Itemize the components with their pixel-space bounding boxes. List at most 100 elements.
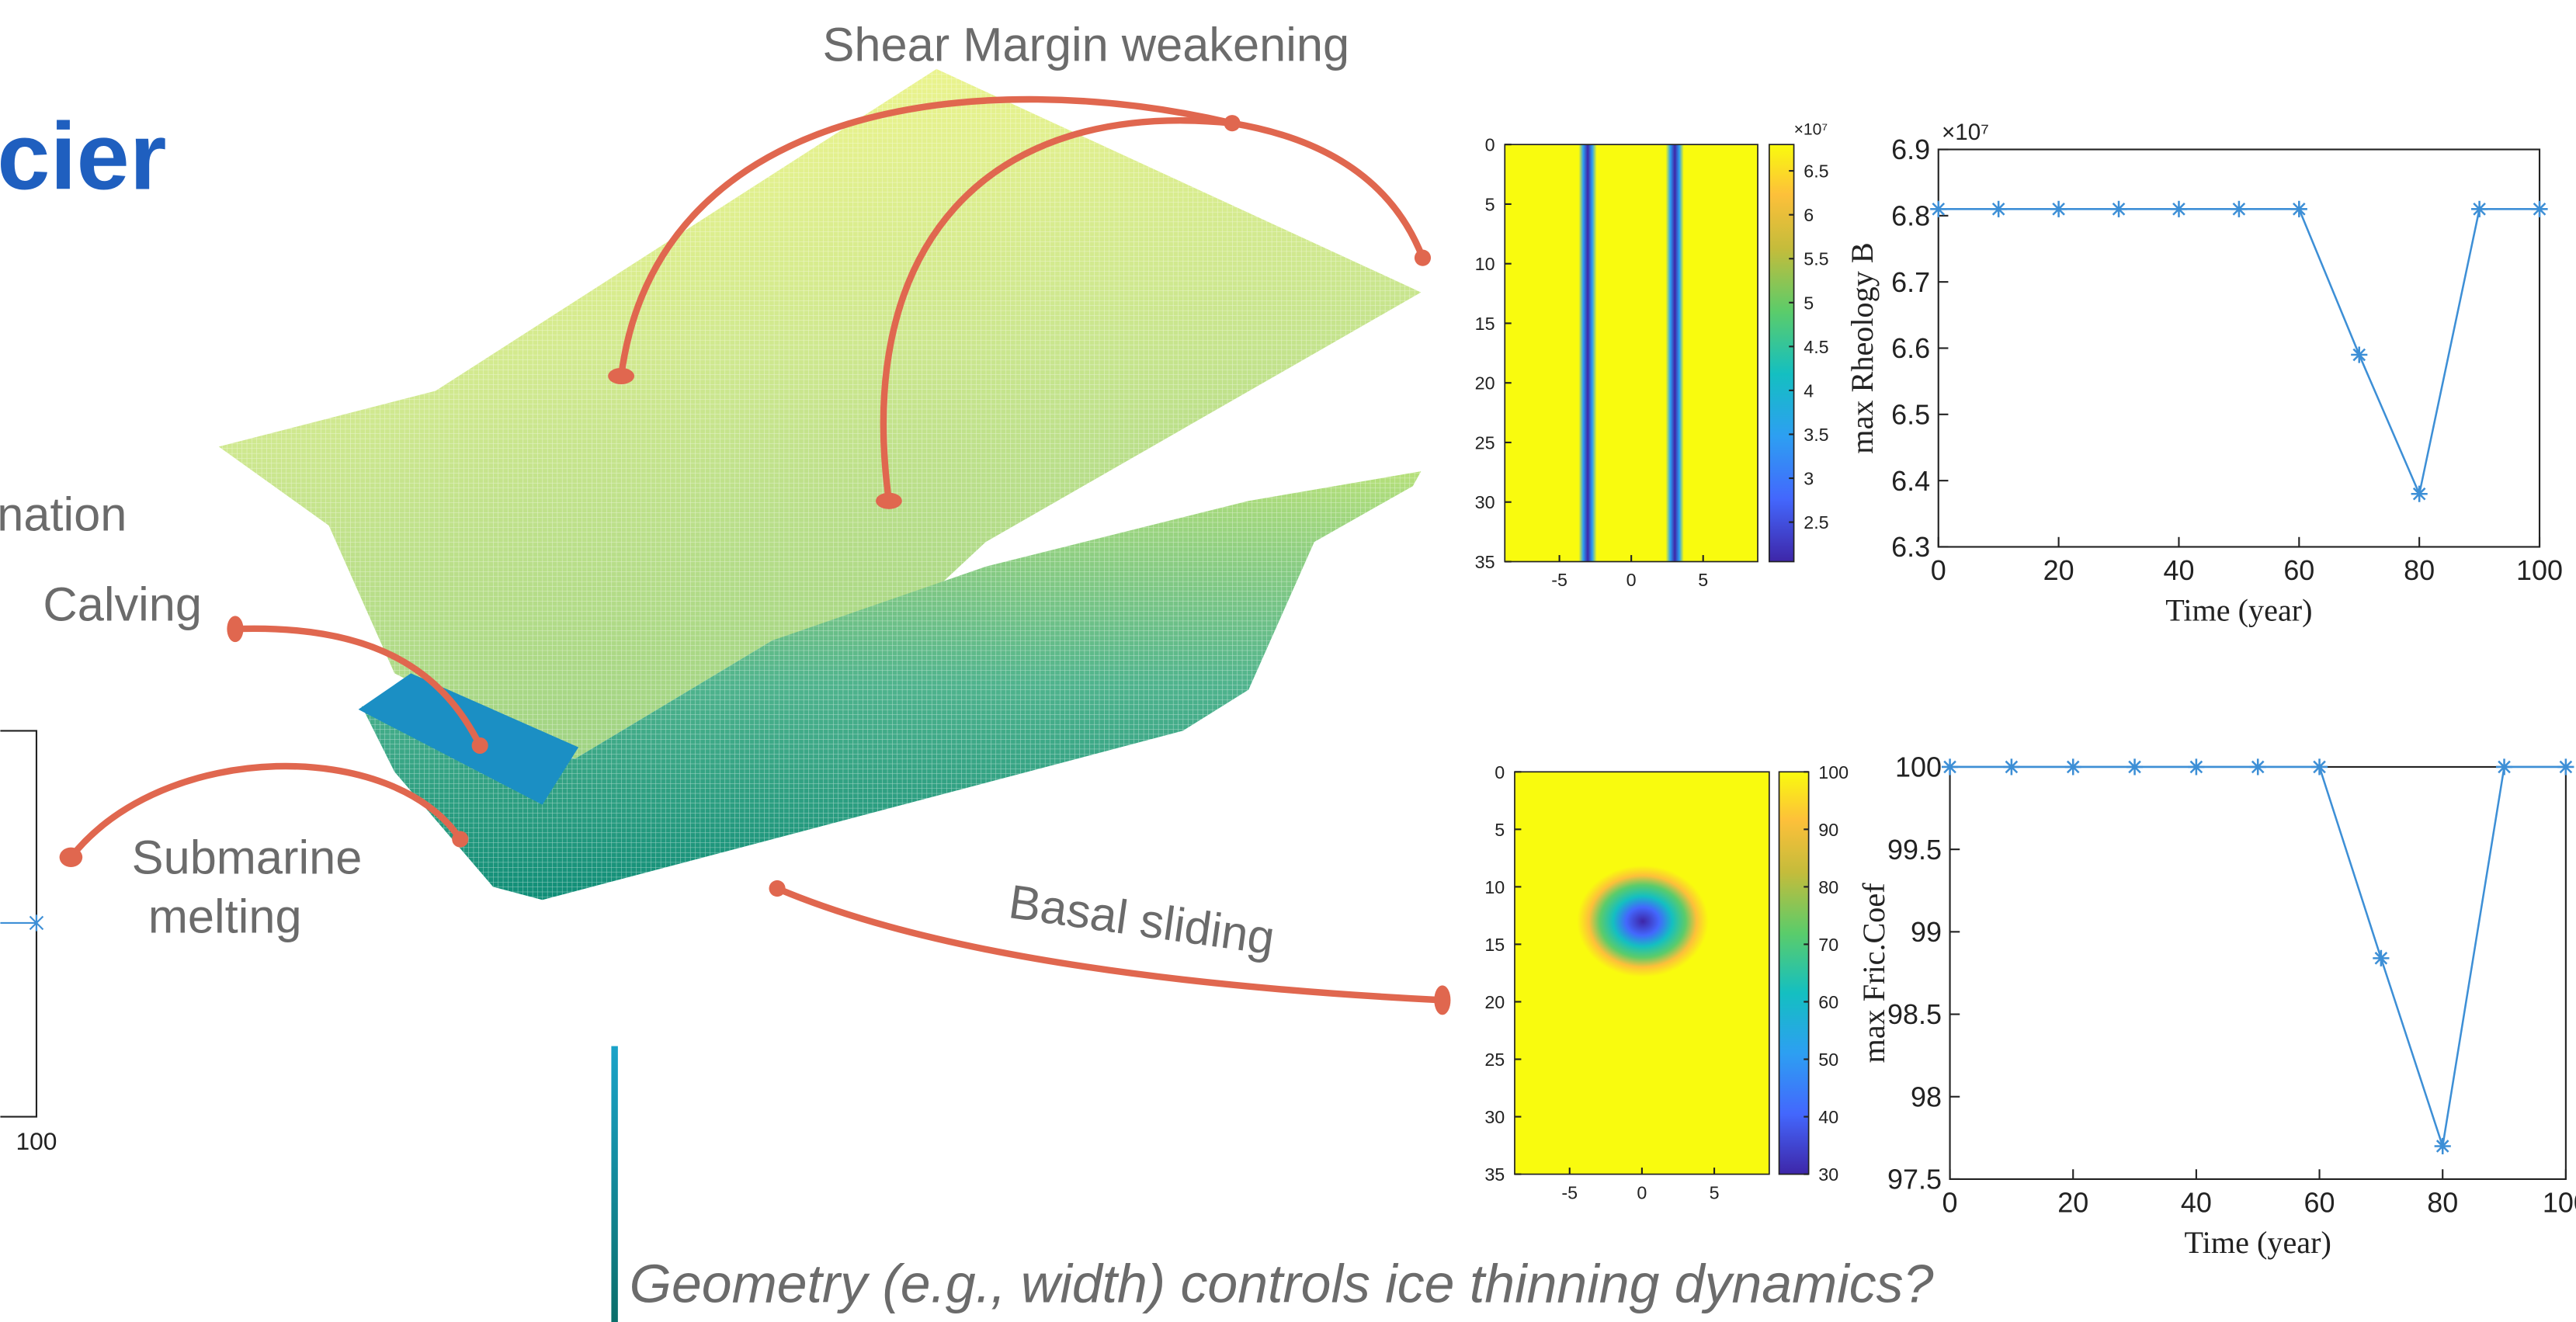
marker bbox=[2291, 201, 2307, 217]
x-tick-label: 40 bbox=[2163, 554, 2194, 586]
colorbar-tick-label: 3 bbox=[1804, 469, 1814, 489]
marker bbox=[2126, 758, 2143, 775]
annotation: Submarine bbox=[132, 831, 363, 884]
y-tick-label: 15 bbox=[1484, 935, 1505, 955]
annotation: Calving bbox=[43, 578, 202, 632]
y-tick-label: 6.8 bbox=[1891, 200, 1930, 232]
question: Geometry (e.g., width) controls ice thin… bbox=[630, 1254, 1934, 1314]
colorbar-tick-label: 4.5 bbox=[1804, 337, 1828, 357]
marker bbox=[2311, 758, 2328, 775]
marker bbox=[2435, 1138, 2451, 1154]
marker bbox=[2003, 758, 2019, 775]
heatmap-field bbox=[1505, 144, 1758, 561]
y-tick-label: 99 bbox=[1911, 916, 1942, 948]
y-tick-label: 35 bbox=[1475, 552, 1495, 572]
marker bbox=[2373, 950, 2389, 966]
marker bbox=[2110, 201, 2126, 217]
arrow-end bbox=[1415, 250, 1431, 266]
colorbar-tick-label: 90 bbox=[1818, 820, 1838, 840]
arrow-end bbox=[876, 493, 902, 509]
arrow-end bbox=[227, 616, 243, 642]
page: Slide {"slide": { "title_fragment": "cie… bbox=[0, 0, 2576, 1322]
marker bbox=[2171, 201, 2187, 217]
heatmap-image bbox=[1515, 772, 1769, 1174]
y-tick-label: 20 bbox=[1475, 373, 1495, 394]
y-tick-label: 6.7 bbox=[1891, 266, 1930, 298]
fragment-line bbox=[0, 914, 43, 931]
glacier-3d bbox=[219, 69, 1422, 900]
x-axis-label: Time (year) bbox=[2165, 593, 2312, 628]
y-tick-label: 35 bbox=[1484, 1164, 1505, 1185]
x-tick-label: 60 bbox=[2304, 1186, 2335, 1218]
x-tick-label: -5 bbox=[1551, 570, 1567, 590]
x-tick-label: 100 bbox=[2516, 554, 2563, 586]
y-tick-label: 5 bbox=[1495, 820, 1505, 840]
body: cier nation Shear Margin weakening Calvi… bbox=[0, 0, 2576, 1322]
y-tick-label: 6.3 bbox=[1891, 531, 1930, 563]
marker bbox=[1942, 758, 1958, 775]
y-axis-label: max Rheology B bbox=[1845, 242, 1880, 453]
y-tick-label: 100 bbox=[1895, 751, 1942, 783]
x-axis-label: Time (year) bbox=[2185, 1225, 2331, 1260]
marker bbox=[2050, 201, 2067, 217]
y-tick-label: 25 bbox=[1484, 1050, 1505, 1070]
colorbar bbox=[1779, 772, 1809, 1174]
y-axis-label: max Fric.Coef bbox=[1856, 883, 1891, 1063]
marker bbox=[2471, 201, 2487, 217]
y-tick-label: 97.5 bbox=[1887, 1164, 1942, 1195]
colorbar-tick-label: 40 bbox=[1818, 1107, 1838, 1127]
y-tick-label: 30 bbox=[1484, 1107, 1505, 1127]
marker bbox=[2531, 201, 2547, 217]
heatmap-blob bbox=[1577, 866, 1708, 977]
colorbar-tick-label: 80 bbox=[1818, 877, 1838, 897]
x-tick-label: 60 bbox=[2283, 554, 2314, 586]
arrow-end bbox=[769, 880, 785, 897]
colorbar-tick-label: 100 bbox=[1818, 762, 1849, 782]
x-tick-label: 100 bbox=[2543, 1186, 2576, 1218]
series-line bbox=[1950, 767, 2566, 1147]
x-tick-label: 5 bbox=[1710, 1182, 1720, 1202]
arrow-end bbox=[608, 368, 634, 384]
y-tick-label: 30 bbox=[1475, 492, 1495, 512]
y-tick-label: 10 bbox=[1475, 254, 1495, 274]
marker bbox=[1991, 201, 2007, 217]
y-tick-label: 25 bbox=[1475, 432, 1495, 453]
accent-bar bbox=[611, 1046, 617, 1322]
arrow-end bbox=[1434, 985, 1450, 1015]
marker bbox=[1930, 201, 1946, 217]
y-multiplier: ×10⁷ bbox=[1942, 120, 1989, 145]
annotation: Basal sliding bbox=[1005, 875, 1278, 965]
marker bbox=[2250, 758, 2266, 775]
x-tick-label: 0 bbox=[1942, 1186, 1958, 1218]
series-line bbox=[1939, 209, 2540, 494]
y-tick-label: 6.9 bbox=[1891, 134, 1930, 165]
x-tick-label: 40 bbox=[2181, 1186, 2212, 1218]
heatmap-image bbox=[1505, 144, 1758, 561]
marker bbox=[2188, 758, 2204, 775]
arrow-end bbox=[452, 831, 468, 847]
x-tick-label: 20 bbox=[2057, 1186, 2088, 1218]
left-chart-fragment: 100 bbox=[0, 730, 57, 1154]
x-tick-label: 0 bbox=[1931, 554, 1946, 586]
marker bbox=[2231, 201, 2247, 217]
heatmap-stripe bbox=[1666, 144, 1684, 561]
colorbar-tick-label: 5.5 bbox=[1804, 249, 1828, 269]
colorbar-tick-label: 50 bbox=[1818, 1050, 1838, 1070]
colorbar-tick-label: 5 bbox=[1804, 293, 1814, 313]
y-tick-label: 15 bbox=[1475, 314, 1495, 334]
x-tick-label: -5 bbox=[1561, 1182, 1578, 1202]
x-tick-label: 0 bbox=[1637, 1182, 1647, 1202]
colorbar-tick-label: 60 bbox=[1818, 992, 1838, 1012]
y-tick-label: 6.5 bbox=[1891, 399, 1930, 431]
y-tick-label: 6.6 bbox=[1891, 332, 1930, 364]
colorbar-tick-label: 6 bbox=[1804, 205, 1814, 225]
slide: cier nation Shear Margin weakening Calvi… bbox=[0, 0, 2576, 1322]
colorbar-tick-label: 4 bbox=[1804, 380, 1814, 401]
y-tick-label: 5 bbox=[1485, 194, 1495, 214]
y-tick-label: 99.5 bbox=[1887, 834, 1942, 866]
arrow-end bbox=[1224, 115, 1240, 131]
y-tick-label: 98 bbox=[1911, 1081, 1942, 1112]
marker bbox=[2065, 758, 2081, 775]
colorbar-tick-label: 70 bbox=[1818, 935, 1838, 955]
y-tick-label: 0 bbox=[1485, 135, 1495, 155]
